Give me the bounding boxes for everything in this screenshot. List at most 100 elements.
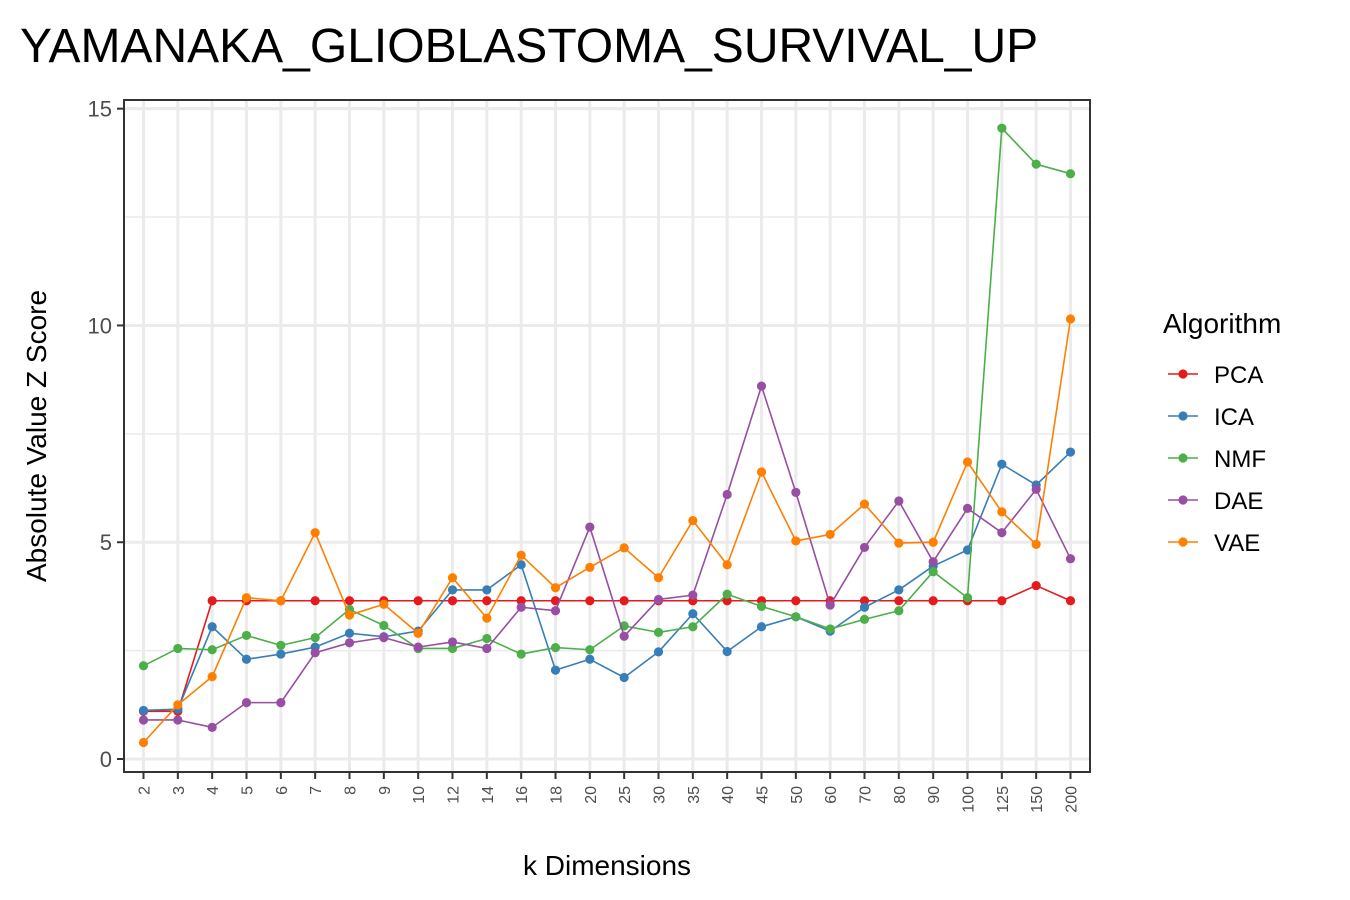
x-tick-label: 25 bbox=[617, 786, 634, 804]
x-tick-label: 4 bbox=[205, 786, 222, 795]
data-point-pca bbox=[791, 596, 801, 606]
data-point-nmf bbox=[894, 606, 904, 616]
data-point-vae bbox=[310, 528, 320, 538]
data-point-vae bbox=[413, 628, 423, 638]
data-point-ica bbox=[756, 622, 767, 632]
data-point-dae bbox=[585, 522, 595, 532]
x-tick-label: 35 bbox=[686, 786, 703, 804]
data-point-ica bbox=[276, 649, 286, 659]
data-point-pca bbox=[1031, 580, 1041, 591]
data-point-dae bbox=[1065, 554, 1076, 564]
data-point-vae bbox=[653, 573, 664, 583]
x-tick-label: 10 bbox=[411, 786, 428, 804]
legend-label-pca: PCA bbox=[1214, 362, 1263, 389]
y-tick-label: 5 bbox=[100, 530, 112, 555]
data-point-nmf bbox=[516, 649, 526, 659]
data-point-pca bbox=[482, 596, 492, 606]
data-point-pca bbox=[344, 596, 355, 606]
data-point-ica bbox=[585, 654, 595, 664]
series-line-vae bbox=[142, 318, 1072, 744]
data-point-dae bbox=[310, 648, 320, 658]
series-line-nmf bbox=[143, 127, 1071, 667]
data-point-vae bbox=[894, 538, 904, 548]
data-point-nmf bbox=[928, 567, 938, 577]
data-point-ica bbox=[688, 609, 698, 619]
data-point-vae bbox=[928, 537, 938, 547]
x-tick-label: 8 bbox=[343, 786, 360, 795]
data-point-vae bbox=[1065, 314, 1076, 324]
legend-label-nmf: NMF bbox=[1214, 446, 1266, 473]
x-tick-label: 6 bbox=[274, 786, 291, 795]
data-point-nmf bbox=[585, 645, 595, 655]
data-point-dae bbox=[447, 637, 458, 647]
data-point-vae bbox=[1031, 539, 1041, 549]
data-point-pca bbox=[928, 596, 938, 606]
data-point-nmf bbox=[138, 661, 149, 671]
data-point-vae bbox=[276, 596, 286, 606]
data-point-vae bbox=[825, 529, 835, 540]
legend-title: Algorithm bbox=[1163, 308, 1281, 339]
data-point-ica bbox=[482, 585, 492, 595]
x-tick-label: 45 bbox=[755, 786, 772, 804]
data-point-dae bbox=[207, 722, 217, 732]
data-point-vae bbox=[619, 543, 629, 553]
data-point-dae bbox=[482, 643, 492, 654]
x-tick-label: 7 bbox=[308, 786, 325, 795]
data-point-nmf bbox=[962, 593, 973, 603]
data-point-vae bbox=[791, 536, 801, 546]
data-point-dae bbox=[825, 600, 835, 610]
data-point-vae bbox=[379, 599, 389, 609]
data-point-ica bbox=[516, 560, 526, 570]
legend-key-point-nmf bbox=[1178, 453, 1188, 463]
data-point-nmf bbox=[482, 633, 492, 644]
data-point-pca bbox=[207, 596, 217, 606]
data-point-dae bbox=[962, 503, 973, 514]
y-axis-title: Absolute Value Z Score bbox=[21, 290, 52, 582]
legend-key-point-ica bbox=[1178, 411, 1188, 421]
data-point-dae bbox=[894, 496, 904, 506]
data-point-dae bbox=[276, 698, 286, 708]
data-point-nmf bbox=[173, 643, 183, 654]
data-point-pca bbox=[894, 596, 904, 606]
data-point-nmf bbox=[276, 640, 286, 651]
data-point-pca bbox=[997, 596, 1007, 606]
x-tick-label: 150 bbox=[1029, 786, 1046, 813]
data-point-ica bbox=[722, 646, 732, 657]
legend-key-point-vae bbox=[1178, 537, 1188, 547]
data-point-ica bbox=[550, 665, 561, 675]
series-line-ica bbox=[143, 451, 1072, 712]
x-tick-label: 125 bbox=[995, 786, 1012, 813]
legend-label-dae: DAE bbox=[1214, 488, 1263, 515]
panel-border bbox=[123, 99, 1091, 773]
x-tick-label: 60 bbox=[823, 786, 840, 804]
data-point-dae bbox=[138, 715, 149, 725]
y-tick-label: 0 bbox=[100, 747, 112, 772]
x-tick-label: 14 bbox=[480, 786, 497, 804]
x-tick-label: 9 bbox=[377, 786, 394, 795]
grid-lines bbox=[124, 100, 1090, 772]
data-point-nmf bbox=[997, 123, 1007, 133]
data-point-dae bbox=[379, 633, 389, 643]
data-point-dae bbox=[1031, 484, 1041, 494]
x-tick-label: 90 bbox=[926, 786, 943, 804]
data-point-pca bbox=[310, 596, 320, 606]
data-point-pca bbox=[1065, 596, 1076, 606]
series-layer bbox=[138, 123, 1076, 748]
data-point-vae bbox=[962, 457, 973, 467]
data-point-ica bbox=[894, 585, 904, 595]
data-point-ica bbox=[619, 672, 629, 683]
data-point-vae bbox=[344, 610, 355, 620]
data-point-dae bbox=[619, 631, 629, 641]
y-tick-label: 15 bbox=[88, 97, 112, 122]
data-point-ica bbox=[344, 628, 355, 638]
data-point-nmf bbox=[241, 630, 252, 641]
x-tick-label: 3 bbox=[171, 786, 188, 795]
data-point-nmf bbox=[310, 633, 320, 643]
x-tick-label: 2 bbox=[137, 786, 154, 795]
legend: Algorithm PCA ICA NMF DAE VAE bbox=[1163, 308, 1281, 557]
data-point-vae bbox=[207, 672, 217, 682]
data-point-nmf bbox=[447, 643, 458, 654]
data-point-dae bbox=[413, 642, 423, 652]
data-point-nmf bbox=[550, 642, 561, 653]
